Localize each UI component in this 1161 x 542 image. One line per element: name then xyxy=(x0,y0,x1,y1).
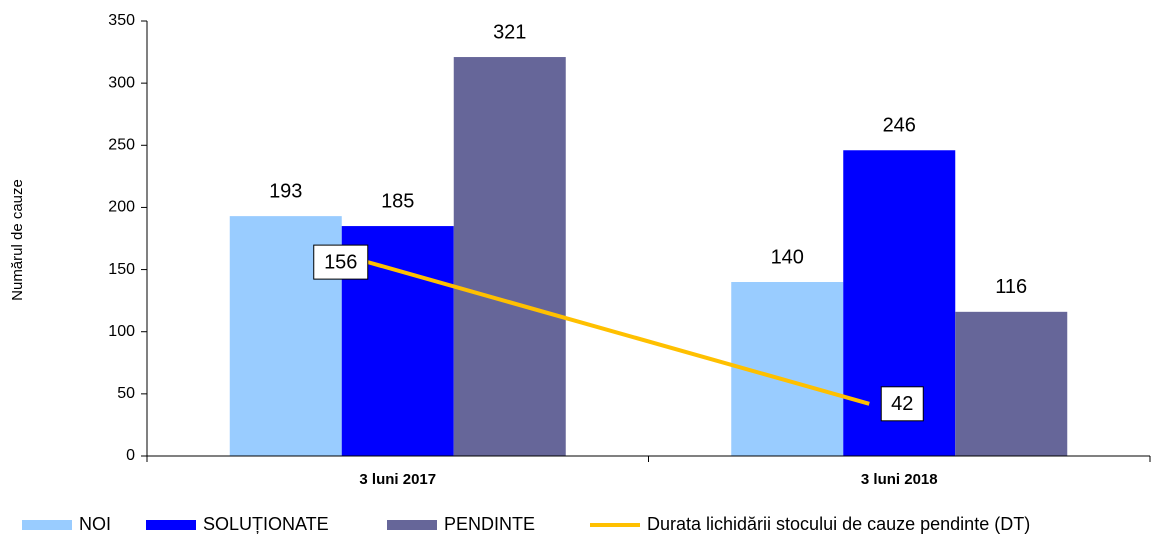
x-tick-label: 3 luni 2017 xyxy=(359,471,436,488)
y-tick-label: 150 xyxy=(108,261,135,278)
legend-swatch xyxy=(146,520,196,530)
y-tick-label: 100 xyxy=(108,323,135,340)
line xyxy=(367,260,870,406)
line-value-label: 156 xyxy=(324,251,357,273)
legend-swatch xyxy=(387,520,437,530)
bar-value-label: 321 xyxy=(493,21,526,43)
y-tick-label: 200 xyxy=(108,199,135,216)
legend-swatch xyxy=(22,520,72,530)
legend-label: PENDINTE xyxy=(444,514,535,534)
y-tick-label: 50 xyxy=(117,385,135,402)
line-label-box xyxy=(880,386,924,422)
bar xyxy=(955,311,1068,456)
bar-value-label: 116 xyxy=(995,276,1027,298)
bar-value-label: 193 xyxy=(269,180,302,202)
y-axis-label: Numărul de cauze xyxy=(9,179,26,301)
legend-label: SOLUȚIONATE xyxy=(203,514,329,534)
line-value-label: 42 xyxy=(891,393,913,415)
y-tick-label: 350 xyxy=(108,12,135,29)
line-label-box xyxy=(313,244,369,280)
y-tick-label: 0 xyxy=(126,447,135,464)
bar xyxy=(453,57,566,457)
bar-value-label: 185 xyxy=(381,190,414,212)
legend-label: NOI xyxy=(79,514,111,534)
legend-label: Durata lichidării stocului de cauze pend… xyxy=(647,514,1030,534)
y-tick-label: 300 xyxy=(108,74,135,91)
x-tick-label: 3 luni 2018 xyxy=(861,471,938,488)
bar-value-label: 140 xyxy=(771,246,804,268)
y-tick-label: 250 xyxy=(108,137,135,154)
bar-value-label: 246 xyxy=(883,115,916,137)
